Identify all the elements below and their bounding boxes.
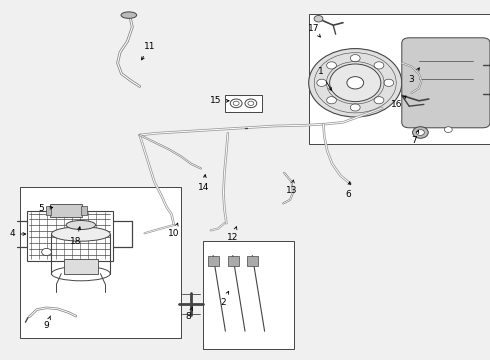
Circle shape [314,15,323,22]
Ellipse shape [51,227,110,241]
Circle shape [327,96,337,104]
Bar [27,211,113,261]
Text: 3: 3 [409,68,419,84]
Circle shape [350,55,360,62]
Text: 12: 12 [227,227,239,242]
Circle shape [42,248,51,256]
Circle shape [413,127,428,138]
Text: 8: 8 [186,307,193,321]
Circle shape [416,130,424,135]
Text: 16: 16 [391,96,406,109]
Circle shape [374,62,384,69]
Circle shape [350,104,360,111]
Bar [208,256,219,266]
Text: 4: 4 [9,230,25,238]
Bar [20,187,181,338]
Text: 2: 2 [220,291,229,307]
Circle shape [347,77,364,89]
Text: 11: 11 [142,42,155,60]
Circle shape [330,64,381,102]
Bar [309,14,490,144]
Text: 9: 9 [44,316,50,330]
Bar [203,241,294,349]
Circle shape [327,62,337,69]
Circle shape [444,127,452,132]
Bar [64,259,98,274]
Bar [247,256,258,266]
Bar [225,95,262,112]
Text: 1: 1 [318,68,331,90]
Text: 14: 14 [197,175,209,192]
Circle shape [384,79,393,86]
Text: 7: 7 [411,130,418,145]
Bar [50,204,82,217]
Text: 13: 13 [286,180,297,195]
Bar [46,206,51,215]
Circle shape [309,49,402,117]
Ellipse shape [66,220,96,230]
Bar [81,206,87,215]
Text: 17: 17 [308,24,320,37]
Text: 6: 6 [345,182,351,199]
FancyBboxPatch shape [402,38,490,128]
Circle shape [374,96,384,104]
Ellipse shape [121,12,137,18]
Text: 5: 5 [39,204,52,213]
Text: 15: 15 [210,96,229,105]
Bar [228,256,239,266]
Circle shape [317,79,327,86]
Text: 18: 18 [70,227,82,246]
Text: 10: 10 [168,223,180,238]
